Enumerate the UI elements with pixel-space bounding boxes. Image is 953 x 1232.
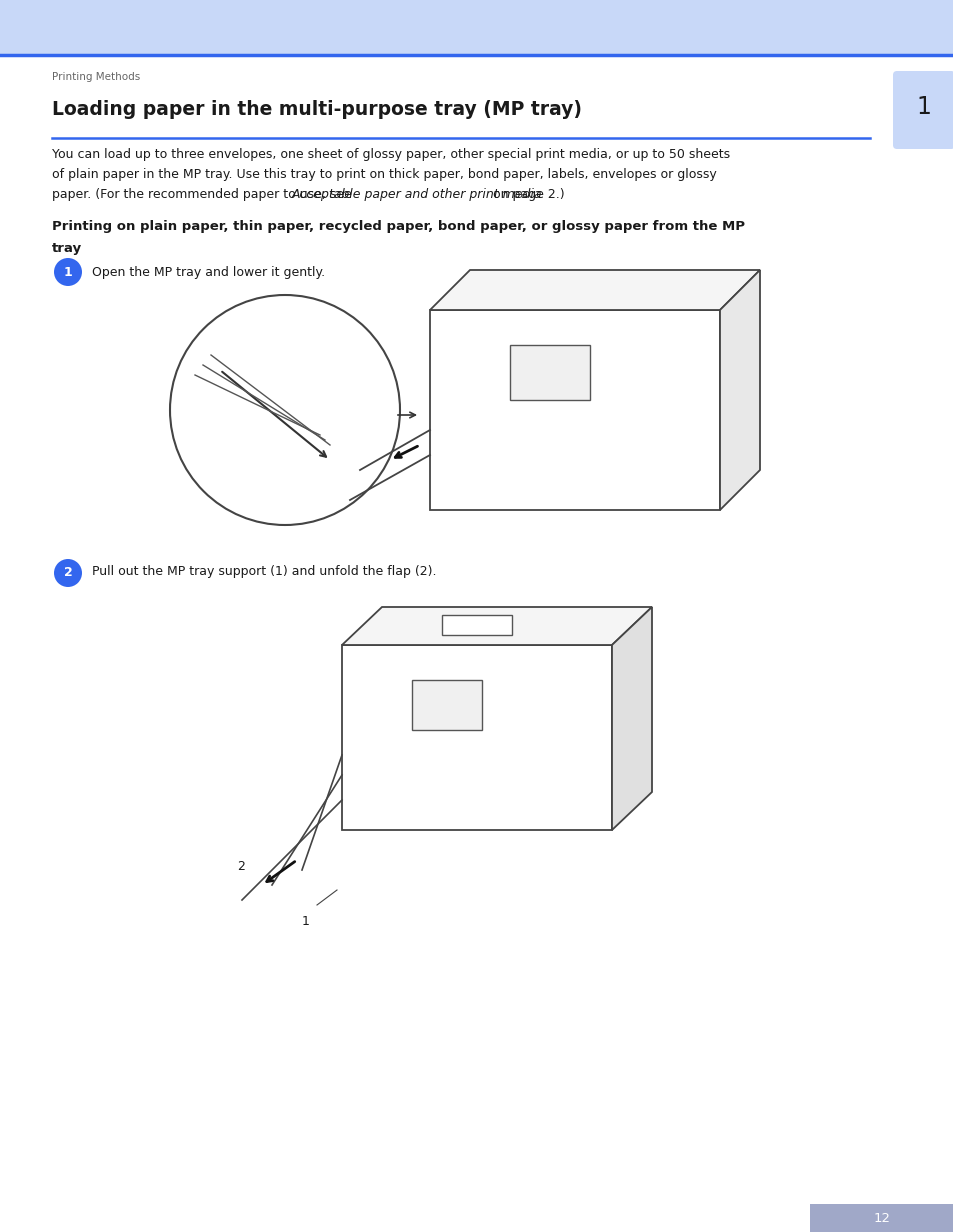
Text: of plain paper in the MP tray. Use this tray to print on thick paper, bond paper: of plain paper in the MP tray. Use this … (52, 168, 716, 181)
Text: Pull out the MP tray support (1) and unfold the flap (2).: Pull out the MP tray support (1) and unf… (91, 565, 436, 578)
Text: Loading paper in the multi-purpose tray (MP tray): Loading paper in the multi-purpose tray … (52, 100, 581, 120)
Text: 2: 2 (64, 567, 72, 579)
FancyBboxPatch shape (892, 71, 953, 149)
Polygon shape (612, 607, 651, 830)
Bar (0, 0, 953, 55)
Bar (809, 1204, 953, 1232)
Polygon shape (341, 607, 651, 646)
Circle shape (54, 257, 82, 286)
Text: Open the MP tray and lower it gently.: Open the MP tray and lower it gently. (91, 266, 325, 278)
Bar (412, 680, 481, 731)
Text: You can load up to three envelopes, one sheet of glossy paper, other special pri: You can load up to three envelopes, one … (52, 148, 729, 161)
Text: Printing on plain paper, thin paper, recycled paper, bond paper, or glossy paper: Printing on plain paper, thin paper, rec… (52, 221, 744, 233)
Polygon shape (430, 270, 760, 310)
Text: tray: tray (52, 241, 82, 255)
Circle shape (170, 294, 399, 525)
Text: 1: 1 (64, 266, 72, 278)
Bar (341, 646, 612, 830)
Text: 1: 1 (302, 915, 310, 928)
Text: Acceptable paper and other print media: Acceptable paper and other print media (291, 188, 541, 201)
Bar (510, 345, 589, 400)
Polygon shape (720, 270, 760, 510)
Text: 1: 1 (916, 95, 930, 120)
Bar (441, 615, 512, 634)
Text: Printing Methods: Printing Methods (52, 71, 140, 83)
Text: 2: 2 (236, 860, 245, 873)
Text: on page 2.): on page 2.) (488, 188, 564, 201)
Circle shape (54, 559, 82, 586)
Bar (430, 310, 720, 510)
Text: paper. (For the recommended paper to use, see: paper. (For the recommended paper to use… (52, 188, 355, 201)
Text: 12: 12 (873, 1211, 889, 1225)
